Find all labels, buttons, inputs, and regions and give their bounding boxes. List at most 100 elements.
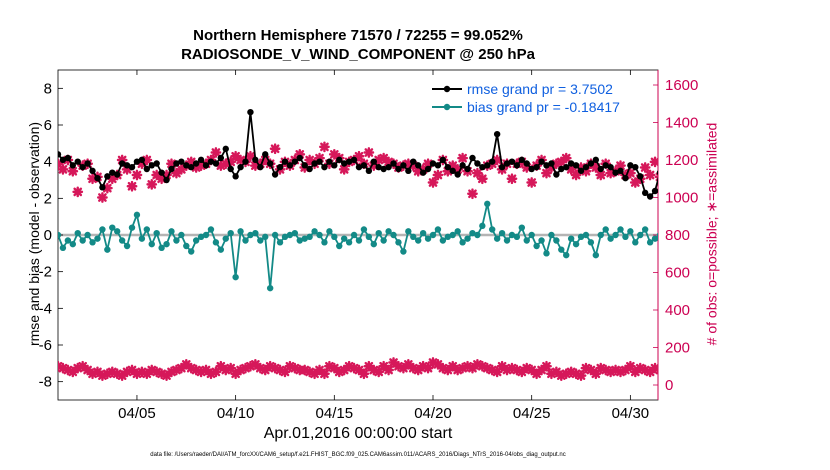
rmse-point	[587, 160, 595, 167]
obs-count-point	[685, 364, 693, 372]
bias-point	[192, 237, 200, 244]
star-stroke	[552, 367, 561, 377]
y2-tick-label: 1000	[665, 190, 698, 207]
star-stroke	[68, 166, 78, 176]
rmse-point	[276, 163, 284, 171]
star-stroke	[542, 361, 551, 371]
obs-count-point	[804, 368, 812, 376]
bias-point	[646, 239, 654, 246]
rmse-point	[321, 163, 328, 171]
star-stroke	[379, 361, 389, 371]
obs-count-point	[615, 160, 626, 172]
rmse-point	[133, 158, 141, 165]
obs-count-point	[279, 366, 291, 378]
rmse-point	[360, 162, 368, 169]
star-stroke	[726, 372, 732, 378]
obs-count-point	[809, 364, 817, 372]
bias-point	[340, 235, 348, 242]
chart-subtitle: RADIOSONDE_V_WIND_COMPONENT @ 250 hPa	[181, 46, 535, 63]
star-stroke	[825, 155, 830, 161]
rmse-point	[479, 163, 486, 171]
bias-point	[721, 232, 727, 238]
bias-point	[370, 240, 377, 248]
bias-point	[582, 231, 590, 239]
bias-point	[222, 235, 229, 242]
rmse-point	[523, 160, 530, 167]
rmse-point	[459, 162, 466, 169]
bias-point	[114, 228, 121, 235]
rmse-point	[493, 130, 501, 138]
star-stroke	[741, 164, 747, 170]
star-stroke	[58, 159, 63, 166]
obs-count-point	[779, 366, 787, 374]
bias-point	[58, 231, 62, 239]
star-stroke	[672, 369, 678, 375]
rmse-point	[518, 156, 526, 164]
rmse-point	[123, 162, 131, 169]
bias-point	[632, 239, 639, 246]
star-stroke	[721, 159, 727, 165]
bias-point	[770, 323, 776, 329]
rmse-point	[528, 165, 535, 173]
rmse-point	[148, 162, 155, 169]
rmse-point	[316, 158, 323, 165]
star-stroke	[571, 170, 581, 180]
obs-count-point	[269, 143, 281, 155]
star-stroke	[765, 162, 771, 168]
star-stroke	[403, 360, 413, 369]
rmse-point	[281, 158, 289, 165]
y2-tick-label: 200	[665, 340, 690, 357]
rmse-point	[296, 154, 303, 162]
star-stroke	[626, 361, 635, 371]
obs-count-point	[745, 370, 753, 378]
rmse-point	[59, 156, 67, 164]
rmse-point	[765, 72, 771, 78]
obs-count-point	[779, 163, 787, 171]
star-stroke	[305, 155, 314, 165]
star-stroke	[691, 369, 697, 375]
bias-point	[197, 233, 205, 241]
obs-count-point	[661, 360, 669, 368]
star-stroke	[696, 172, 702, 178]
rmse-point	[192, 160, 200, 167]
star-stroke	[815, 161, 821, 167]
bias-point	[434, 226, 442, 233]
obs-count-point	[649, 156, 658, 168]
star-stroke	[760, 367, 766, 373]
bias-point	[484, 200, 491, 208]
rmse-point	[365, 167, 373, 175]
obs-count-point	[814, 366, 822, 374]
rmse-point	[58, 151, 62, 158]
star-stroke	[626, 168, 635, 178]
rmse-point	[741, 164, 747, 170]
rmse-point	[775, 168, 781, 174]
rmse-point	[805, 166, 811, 172]
y-axis-right-label: # of obs: o=possible; ∗=assimilated	[703, 122, 720, 346]
bias-point	[321, 239, 328, 246]
star-stroke	[78, 361, 88, 371]
rmse-point	[173, 160, 180, 167]
rmse-point	[99, 184, 106, 191]
star-stroke	[181, 360, 191, 369]
rmse-point	[760, 160, 766, 166]
star-stroke	[775, 371, 781, 377]
rmse-point	[104, 173, 111, 180]
rmse-point	[301, 162, 308, 169]
bias-point	[577, 233, 585, 241]
star-stroke	[364, 148, 374, 157]
bias-point	[331, 233, 338, 241]
bias-point	[188, 248, 195, 255]
bias-point	[741, 232, 747, 238]
rmse-point	[227, 165, 234, 173]
obs-count-point	[759, 165, 767, 173]
rmse-point	[414, 162, 422, 169]
obs-count-point	[700, 370, 708, 378]
star-stroke	[741, 367, 747, 373]
bias-point	[765, 237, 771, 243]
star-stroke	[672, 174, 678, 180]
obs-count-point	[131, 169, 143, 181]
star-stroke	[127, 181, 137, 191]
bias-point	[602, 226, 609, 233]
star-stroke	[800, 155, 806, 161]
